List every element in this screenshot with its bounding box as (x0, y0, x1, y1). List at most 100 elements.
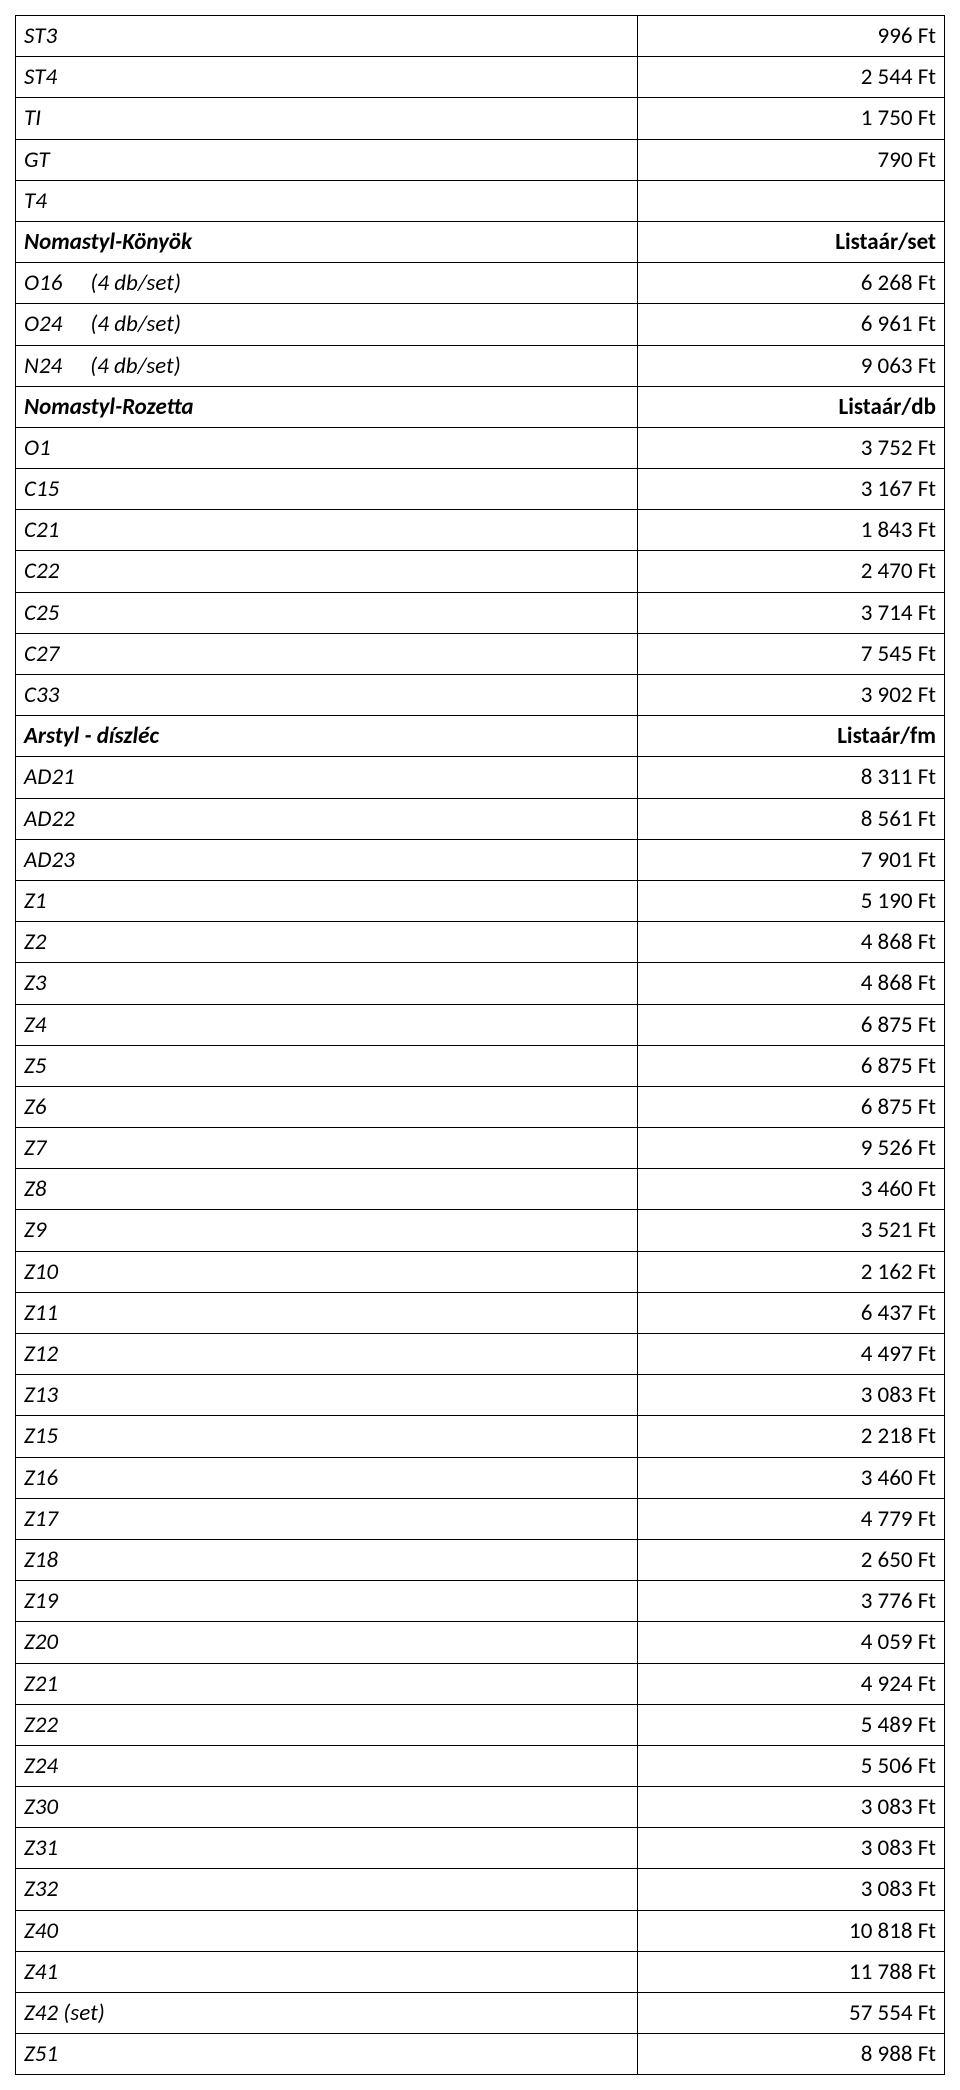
item-name: Z2 (16, 922, 638, 963)
table-row: O13 752 Ft (16, 427, 945, 468)
table-row: Z152 218 Ft (16, 1416, 945, 1457)
table-row: ST3996 Ft (16, 16, 945, 57)
item-name: Z16 (16, 1457, 638, 1498)
section-header-name: Nomastyl-Rozetta (16, 386, 638, 427)
table-row: Arstyl - díszlécListaár/fm (16, 716, 945, 757)
table-row: Z174 779 Ft (16, 1498, 945, 1539)
item-subtext: (4 db/set) (90, 352, 181, 380)
table-row: Z102 162 Ft (16, 1251, 945, 1292)
table-row: C333 902 Ft (16, 675, 945, 716)
item-name: Z32 (16, 1869, 638, 1910)
item-name: Z8 (16, 1169, 638, 1210)
item-price: 11 788 Ft (638, 1951, 945, 1992)
price-table: ST3996 FtST42 544 FtTI1 750 FtGT790 FtT4… (15, 15, 945, 2075)
item-price: 3 083 Ft (638, 1869, 945, 1910)
item-price: 2 470 Ft (638, 551, 945, 592)
item-code: N24 (24, 352, 62, 380)
item-name: Z19 (16, 1581, 638, 1622)
table-row: Z83 460 Ft (16, 1169, 945, 1210)
table-row: Z124 497 Ft (16, 1334, 945, 1375)
item-name: Z11 (16, 1292, 638, 1333)
table-row: Z225 489 Ft (16, 1704, 945, 1745)
item-price: 2 544 Ft (638, 57, 945, 98)
item-code: O16 (24, 269, 62, 297)
item-name: Z15 (16, 1416, 638, 1457)
item-price: 5 190 Ft (638, 880, 945, 921)
item-name: Z41 (16, 1951, 638, 1992)
item-name: Z22 (16, 1704, 638, 1745)
item-name: ST4 (16, 57, 638, 98)
item-price: 3 167 Ft (638, 469, 945, 510)
table-row: O24 (4 db/set) 6 961 Ft (16, 304, 945, 345)
item-name: AD22 (16, 798, 638, 839)
section-header-name: Arstyl - díszléc (16, 716, 638, 757)
item-name: Z17 (16, 1498, 638, 1539)
table-row: T4 (16, 180, 945, 221)
table-row: AD237 901 Ft (16, 839, 945, 880)
item-price: 996 Ft (638, 16, 945, 57)
table-row: Z214 924 Ft (16, 1663, 945, 1704)
table-row: C222 470 Ft (16, 551, 945, 592)
item-price: 4 924 Ft (638, 1663, 945, 1704)
table-row: TI1 750 Ft (16, 98, 945, 139)
price-table-body: ST3996 FtST42 544 FtTI1 750 FtGT790 FtT4… (16, 16, 945, 2075)
item-price: 3 460 Ft (638, 1457, 945, 1498)
item-code: O24 (24, 310, 62, 338)
table-row: C211 843 Ft (16, 510, 945, 551)
table-row: Z204 059 Ft (16, 1622, 945, 1663)
item-name: ST3 (16, 16, 638, 57)
item-price: 3 083 Ft (638, 1828, 945, 1869)
item-name: Z24 (16, 1745, 638, 1786)
item-name: Z20 (16, 1622, 638, 1663)
item-price: 1 843 Ft (638, 510, 945, 551)
item-subtext: (4 db/set) (90, 269, 181, 297)
item-price: 6 875 Ft (638, 1045, 945, 1086)
item-price: 3 714 Ft (638, 592, 945, 633)
item-price: 57 554 Ft (638, 1993, 945, 2034)
item-price: 9 063 Ft (638, 345, 945, 386)
item-price: 6 875 Ft (638, 1004, 945, 1045)
section-header-name: Nomastyl-Könyök (16, 221, 638, 262)
item-name: C25 (16, 592, 638, 633)
item-name: Z4 (16, 1004, 638, 1045)
item-price: 4 497 Ft (638, 1334, 945, 1375)
item-price (638, 180, 945, 221)
table-row: Z15 190 Ft (16, 880, 945, 921)
table-row: Nomastyl-KönyökListaár/set (16, 221, 945, 262)
item-name: Z1 (16, 880, 638, 921)
item-name: C33 (16, 675, 638, 716)
item-name: Z18 (16, 1539, 638, 1580)
item-subtext: (4 db/set) (90, 310, 181, 338)
table-row: Z323 083 Ft (16, 1869, 945, 1910)
item-name: Z7 (16, 1128, 638, 1169)
item-name: C15 (16, 469, 638, 510)
table-row: AD218 311 Ft (16, 757, 945, 798)
table-row: AD228 561 Ft (16, 798, 945, 839)
item-price: 6 961 Ft (638, 304, 945, 345)
table-row: ST42 544 Ft (16, 57, 945, 98)
table-row: C153 167 Ft (16, 469, 945, 510)
table-row: Z4010 818 Ft (16, 1910, 945, 1951)
item-name: C21 (16, 510, 638, 551)
table-row: Z303 083 Ft (16, 1787, 945, 1828)
item-name: TI (16, 98, 638, 139)
item-price: 5 506 Ft (638, 1745, 945, 1786)
item-price: 8 561 Ft (638, 798, 945, 839)
item-name: O16 (4 db/set) (16, 263, 638, 304)
table-row: Z116 437 Ft (16, 1292, 945, 1333)
table-row: Z133 083 Ft (16, 1375, 945, 1416)
table-row: Z163 460 Ft (16, 1457, 945, 1498)
item-name: Z3 (16, 963, 638, 1004)
item-price: 3 460 Ft (638, 1169, 945, 1210)
item-name: Z30 (16, 1787, 638, 1828)
item-price: 3 752 Ft (638, 427, 945, 468)
item-price: 3 521 Ft (638, 1210, 945, 1251)
section-header-price: Listaár/db (638, 386, 945, 427)
item-price: 5 489 Ft (638, 1704, 945, 1745)
item-name: O1 (16, 427, 638, 468)
table-row: Z34 868 Ft (16, 963, 945, 1004)
item-name: Z21 (16, 1663, 638, 1704)
item-name: Z40 (16, 1910, 638, 1951)
table-row: Z56 875 Ft (16, 1045, 945, 1086)
table-row: Z313 083 Ft (16, 1828, 945, 1869)
